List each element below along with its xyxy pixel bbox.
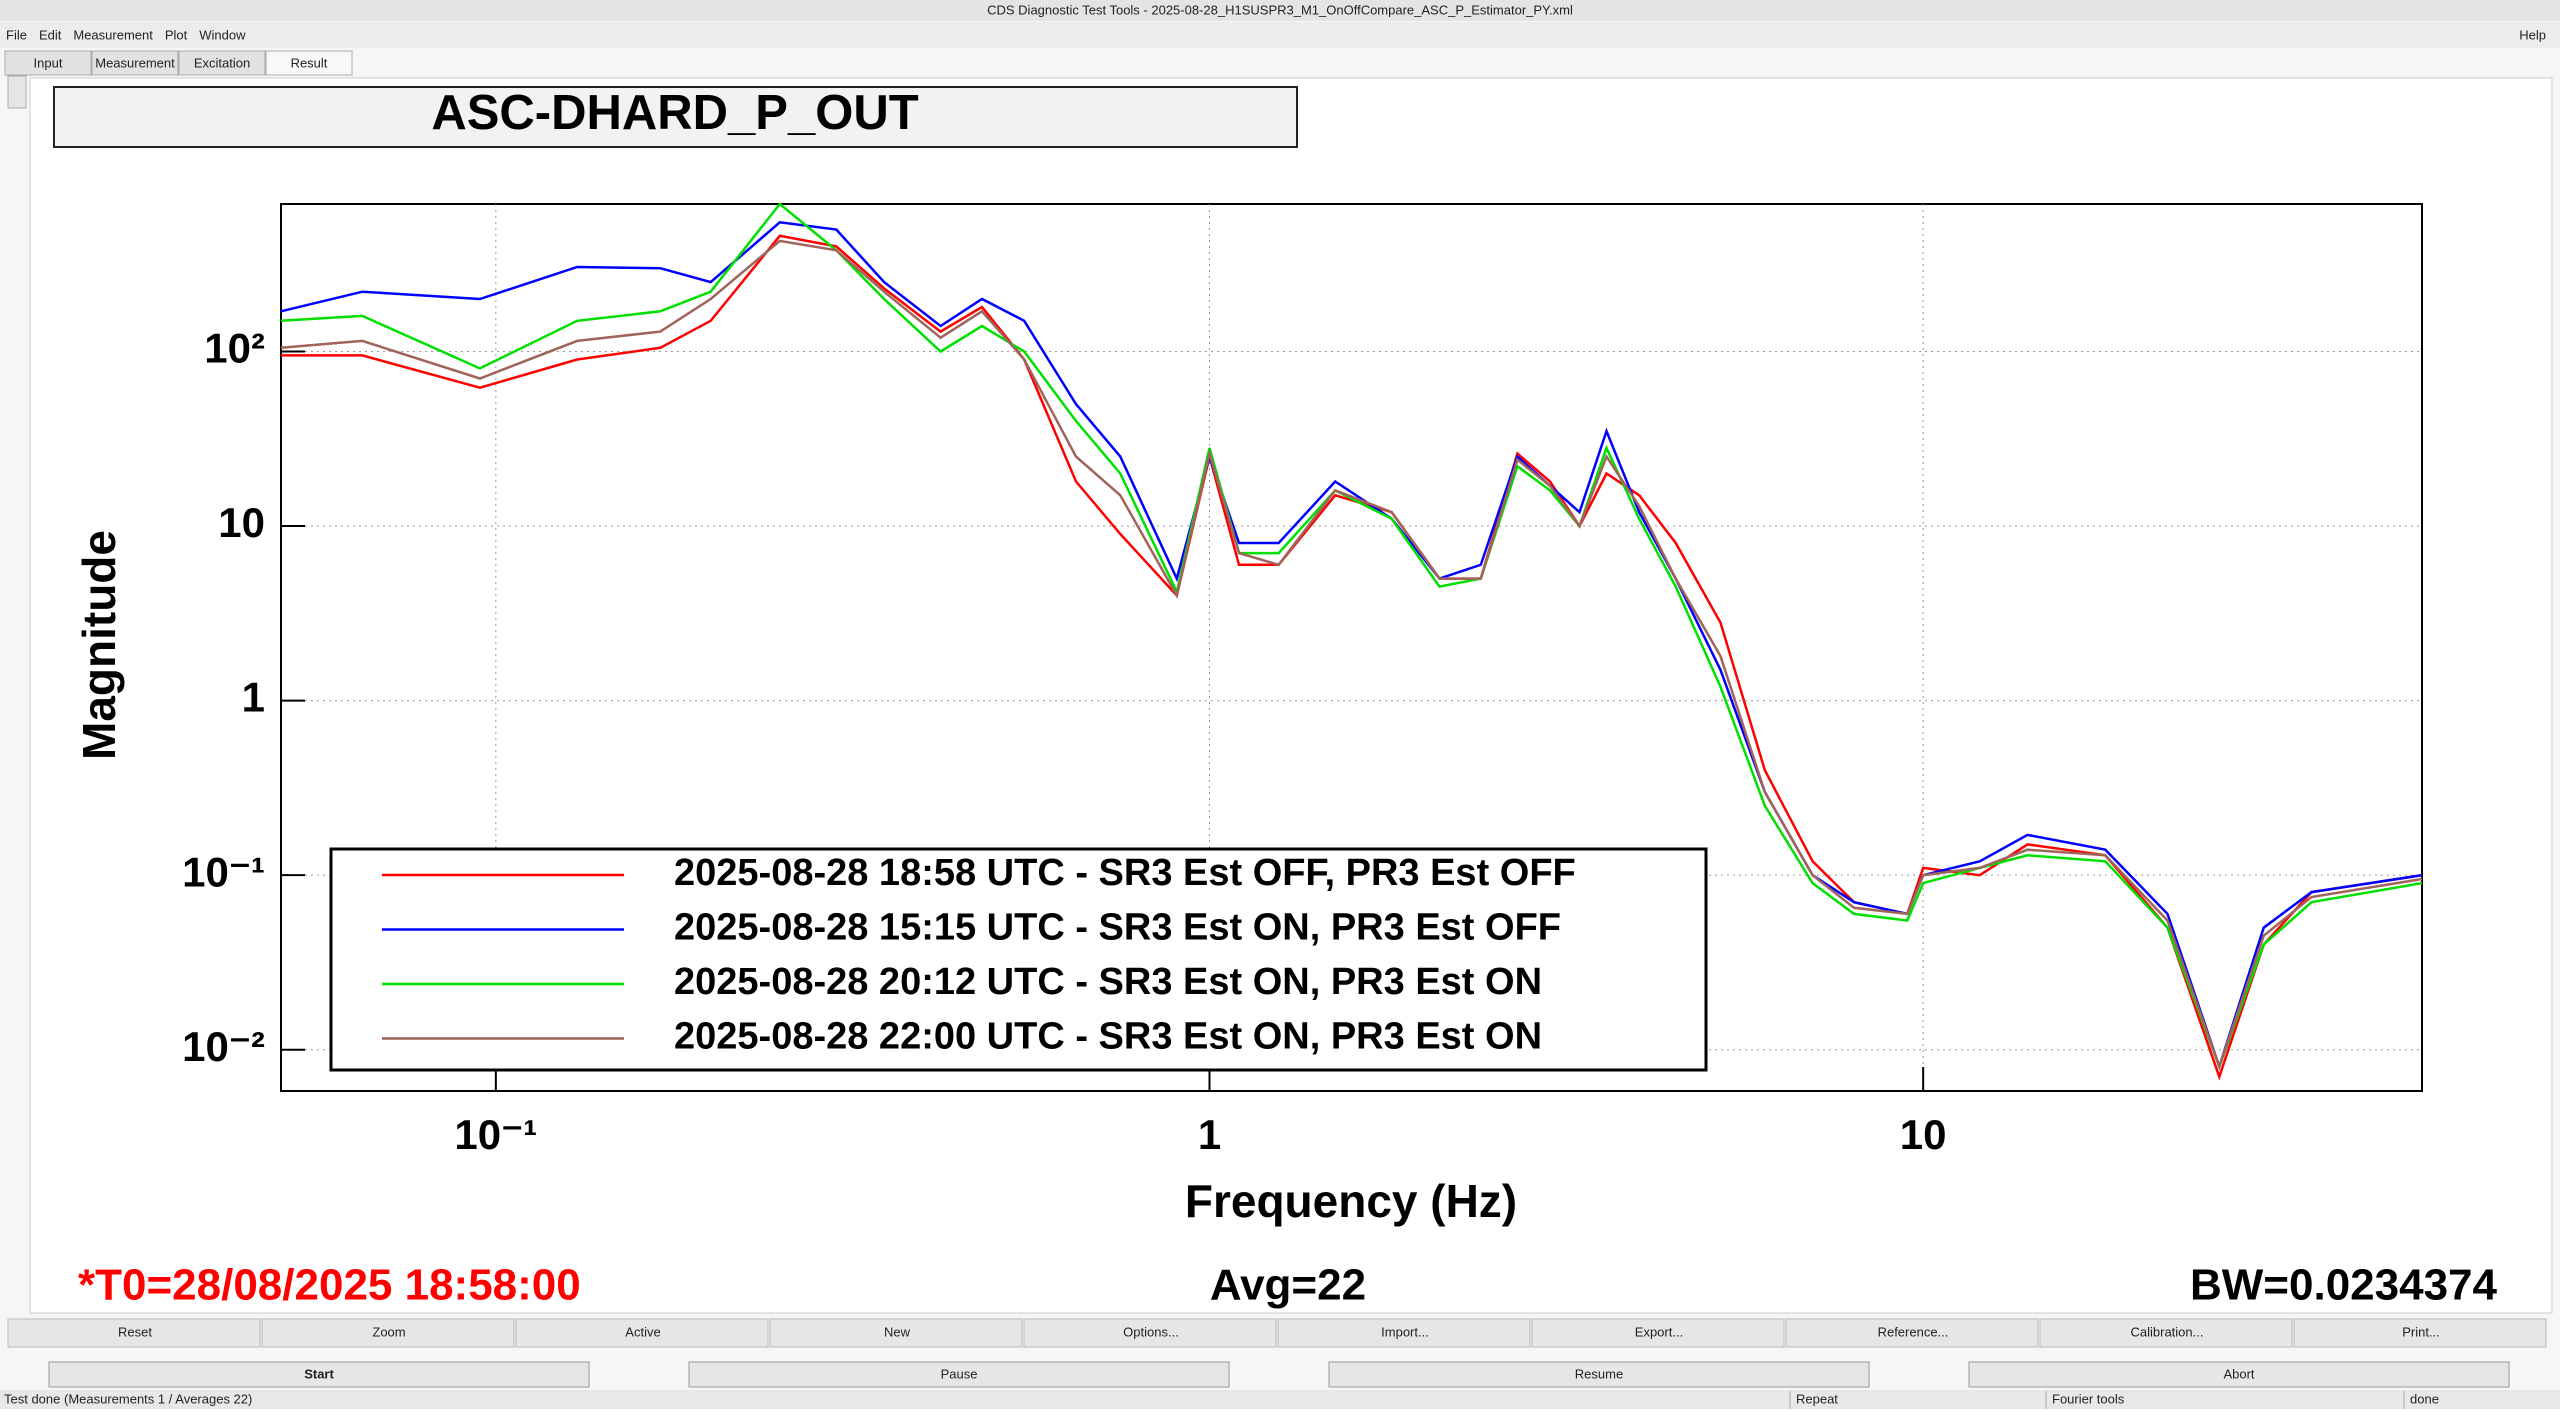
status-text: Repeat [1796,1391,1838,1406]
y-axis-label: Magnitude [73,530,125,760]
series-line [280,220,2423,1071]
chart-title-box [53,86,1298,148]
menu-bar [0,22,2560,48]
control-button[interactable] [48,1361,590,1388]
status-bar [0,1390,2560,1409]
chart-title: ASC-DHARD_P_OUT [431,86,918,140]
toolbar-button-label[interactable]: Reset [118,1324,152,1339]
toolbar-button[interactable] [1277,1318,1531,1348]
tab[interactable] [4,50,92,76]
control-button-label[interactable]: Resume [1575,1366,1623,1381]
x-tick-label: 10 [1900,1111,1947,1158]
toolbar-button-label[interactable]: New [884,1324,911,1339]
y-tick-label: 10 [218,499,265,546]
title-bar [0,0,2560,21]
menu-item[interactable]: Measurement [73,27,153,42]
control-button-label[interactable]: Abort [2223,1366,2254,1381]
toolbar-button-label[interactable]: Options... [1123,1324,1179,1339]
tab[interactable] [265,50,353,76]
y-tick-label: 10⁻² [182,1023,265,1070]
tab-label[interactable]: Excitation [194,55,250,70]
menu-item[interactable]: Window [199,27,246,42]
tab[interactable] [91,50,179,76]
avg-text: Avg=22 [1210,1261,1366,1310]
control-button[interactable] [1968,1361,2510,1388]
toolbar-button-label[interactable]: Active [625,1324,660,1339]
control-button-label[interactable]: Pause [941,1366,978,1381]
tab[interactable] [178,50,266,76]
side-arrows[interactable] [7,75,27,109]
legend-label: 2025-08-28 20:12 UTC - SR3 Est ON, PR3 E… [674,961,1542,1003]
control-button-label[interactable]: Start [304,1366,334,1381]
toolbar-button-label[interactable]: Reference... [1878,1324,1949,1339]
toolbar-button[interactable] [1531,1318,1785,1348]
menu-item[interactable]: Plot [165,27,188,42]
toolbar-button[interactable] [1785,1318,2039,1348]
status-text: Test done (Measurements 1 / Averages 22) [4,1391,252,1406]
legend-box [329,847,1708,1072]
x-tick-label: 10⁻¹ [454,1111,537,1158]
tab-label[interactable]: Result [291,55,328,70]
help-menu[interactable]: Help [2519,27,2546,42]
toolbar-button-label[interactable]: Print... [2402,1324,2440,1339]
y-tick-label: 10⁻¹ [182,848,265,895]
tab-label[interactable]: Measurement [95,55,175,70]
y-tick-label: 10² [204,325,265,372]
bw-text: BW=0.0234374 [2190,1261,2498,1310]
x-tick-label: 1 [1198,1111,1221,1158]
menu-item[interactable]: Edit [39,27,62,42]
toolbar-button-label[interactable]: Export... [1635,1324,1683,1339]
status-text: Fourier tools [2052,1391,2125,1406]
tab-label[interactable]: Input [34,55,63,70]
control-button[interactable] [688,1361,1230,1388]
toolbar-button-label[interactable]: Import... [1381,1324,1429,1339]
legend-label: 2025-08-28 15:15 UTC - SR3 Est ON, PR3 E… [674,907,1561,949]
toolbar-button[interactable] [515,1318,769,1348]
legend-label: 2025-08-28 22:00 UTC - SR3 Est ON, PR3 E… [674,1016,1542,1058]
y-tick-label: 1 [242,674,265,721]
x-axis-label: Frequency (Hz) [1185,1175,1517,1227]
status-text: done [2410,1391,2439,1406]
toolbar-button[interactable] [1023,1318,1277,1348]
t0-text: *T0=28/08/2025 18:58:00 [78,1261,581,1310]
toolbar-button[interactable] [769,1318,1023,1348]
toolbar-button[interactable] [7,1318,261,1348]
series-line [280,239,2423,1071]
toolbar-button[interactable] [2293,1318,2547,1348]
window-title: CDS Diagnostic Test Tools - 2025-08-28_H… [987,2,1573,17]
toolbar-button-label[interactable]: Calibration... [2131,1324,2204,1339]
menu-item[interactable]: File [6,27,27,42]
toolbar-button-label[interactable]: Zoom [372,1324,405,1339]
toolbar-button[interactable] [2039,1318,2293,1348]
control-button[interactable] [1328,1361,1870,1388]
toolbar-button[interactable] [261,1318,515,1348]
legend-label: 2025-08-28 18:58 UTC - SR3 Est OFF, PR3 … [674,852,1576,894]
